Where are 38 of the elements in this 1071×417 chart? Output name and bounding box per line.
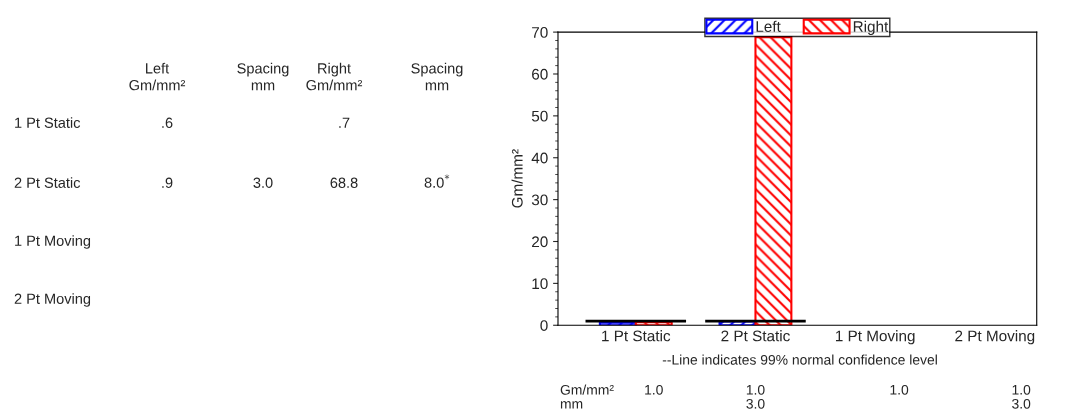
text: .9	[162, 177, 173, 188]
text: .7	[339, 117, 350, 128]
text: 1.0	[1012, 384, 1031, 395]
y-tick-label: 20	[532, 236, 548, 248]
text: 3.0	[746, 398, 765, 409]
text: Gm/mm²	[560, 384, 614, 395]
text: Spacing mm	[237, 62, 289, 91]
category-label: 1 Pt Static	[15, 117, 81, 128]
legend-label: Left	[756, 20, 781, 32]
x-tick-label: 1 Pt Moving	[835, 330, 915, 345]
text: --Line indicates 99% normal confidence level	[662, 354, 937, 365]
text: Right Gm/mm²	[306, 62, 363, 91]
text: .6	[162, 117, 173, 128]
category-label: 2 Pt Moving	[14, 293, 91, 307]
text: 8.0$^{*}$	[424, 174, 450, 188]
x-tick-label: 1 Pt Static	[602, 330, 671, 342]
y-tick-label: 70	[532, 26, 548, 38]
y-tick-label: 60	[532, 68, 548, 80]
text: Left Gm/mm²	[129, 62, 186, 91]
y-tick-label: 50	[531, 110, 548, 122]
text: 1.0	[890, 384, 909, 395]
text: 68.8	[330, 177, 358, 188]
y-axis-title: Gm/mm²	[511, 149, 523, 208]
text: mm	[560, 401, 583, 409]
y-tick-label: 10	[532, 278, 548, 290]
x-tick-label: 2 Pt Static	[721, 330, 790, 342]
text: 3.0	[1012, 398, 1031, 409]
text: 1.0	[645, 384, 663, 395]
text: 1.0	[746, 384, 765, 395]
y-tick-label: 30	[531, 194, 548, 206]
y-tick-label: 40	[531, 152, 548, 164]
category-label: 2 Pt Static	[14, 177, 81, 188]
y-tick-label: 0	[540, 320, 548, 331]
text: Spacing mm	[411, 62, 463, 91]
legend-label: Right	[853, 20, 889, 35]
category-label: 1 Pt Moving	[15, 235, 91, 249]
x-tick-label: 2 Pt Moving	[955, 330, 1035, 345]
text: 3.0	[253, 177, 273, 188]
